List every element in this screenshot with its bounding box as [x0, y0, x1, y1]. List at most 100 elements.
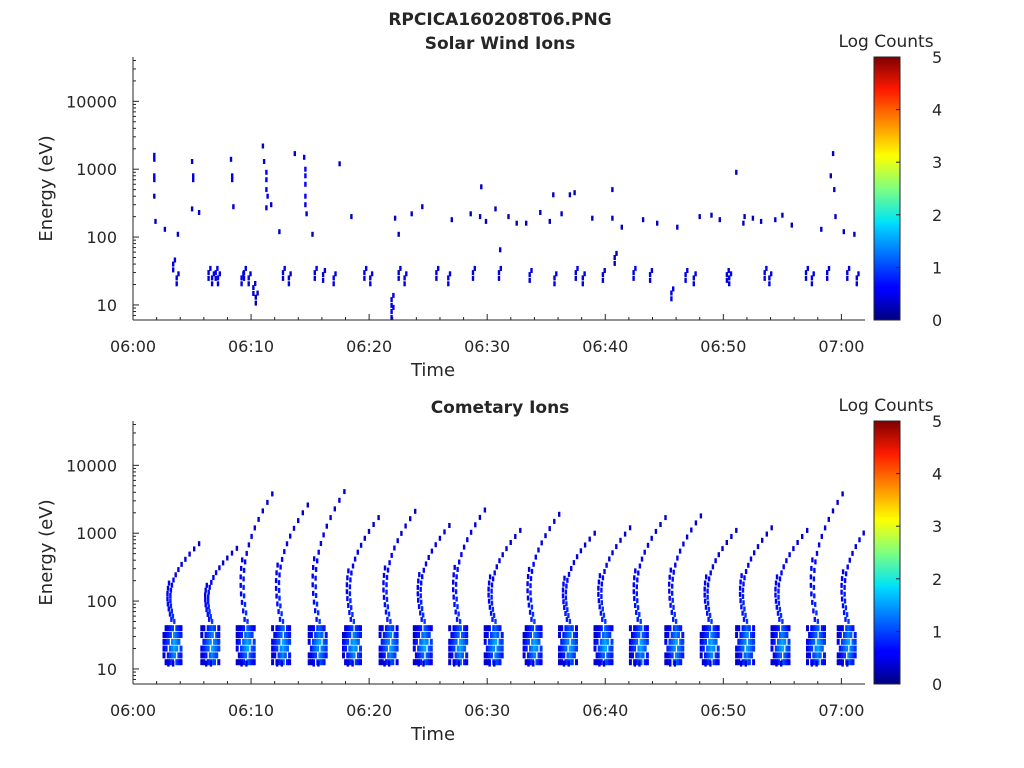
- data-cell: [452, 645, 456, 652]
- data-cell: [312, 645, 315, 652]
- data-cell: [568, 625, 572, 632]
- data-cell: [741, 638, 745, 645]
- data-cell: [287, 281, 291, 287]
- data-cell: [384, 638, 388, 645]
- data-cell: [438, 535, 442, 541]
- data-cell: [247, 281, 250, 287]
- data-cell: [177, 625, 181, 632]
- data-cell: [574, 275, 577, 281]
- data-cell: [283, 265, 286, 271]
- data-cell: [806, 625, 809, 632]
- data-cell: [386, 567, 390, 573]
- data-cell: [639, 638, 643, 645]
- data-cell: [666, 645, 670, 652]
- data-cell: [694, 520, 698, 526]
- data-cell: [628, 659, 632, 666]
- data-cell: [283, 652, 287, 659]
- data-cell: [389, 632, 393, 638]
- data-cell: [841, 491, 844, 497]
- x-tick-label: 06:00: [110, 701, 156, 720]
- data-cell: [346, 660, 350, 667]
- data-cell: [782, 564, 785, 570]
- x-tick-label: 06:40: [582, 337, 628, 356]
- data-cell: [153, 156, 156, 162]
- data-cell: [314, 608, 317, 614]
- data-cell: [427, 632, 431, 638]
- data-cell: [314, 593, 318, 598]
- data-cell: [599, 625, 603, 632]
- data-cell: [641, 652, 645, 659]
- data-cell: [704, 652, 707, 659]
- data-cell: [164, 638, 168, 645]
- data-cell: [283, 549, 286, 555]
- data-cell: [705, 574, 708, 580]
- data-cell: [576, 265, 579, 271]
- data-cell: [514, 534, 517, 539]
- data-cell: [632, 275, 635, 281]
- data-cell: [458, 645, 462, 652]
- data-cell: [421, 574, 424, 580]
- y-tick-label: 10: [97, 660, 117, 679]
- data-cell: [324, 652, 328, 659]
- data-cell: [737, 638, 741, 645]
- spectrogram-data: [162, 489, 865, 667]
- data-cell: [252, 638, 256, 645]
- data-cell: [605, 562, 608, 568]
- data-cell: [242, 567, 246, 573]
- data-cell: [572, 645, 576, 652]
- data-cell: [319, 541, 323, 546]
- data-cell: [252, 291, 255, 296]
- data-cell: [174, 572, 177, 578]
- data-cell: [706, 582, 710, 588]
- data-cell: [190, 206, 194, 212]
- data-cell: [210, 632, 214, 638]
- data-cell: [838, 632, 842, 638]
- data-cell: [745, 632, 749, 638]
- data-cell: [522, 638, 526, 645]
- data-cell: [388, 560, 391, 566]
- data-cell: [246, 618, 249, 624]
- data-cell: [231, 173, 234, 179]
- data-cell: [568, 645, 572, 652]
- data-cell: [814, 632, 818, 638]
- data-cell: [380, 625, 384, 632]
- data-cell: [843, 591, 846, 597]
- data-cell: [244, 632, 248, 638]
- data-cell: [847, 618, 850, 624]
- data-cell: [593, 530, 596, 536]
- data-cell: [207, 270, 210, 276]
- data-cell: [489, 610, 493, 616]
- y-axis-label: Energy (eV): [36, 499, 57, 605]
- data-cell: [836, 638, 840, 645]
- data-cell: [674, 562, 677, 568]
- data-cell: [278, 595, 281, 601]
- data-cell: [166, 596, 169, 602]
- data-cell: [703, 580, 707, 586]
- data-cell: [271, 625, 275, 632]
- data-cell: [613, 255, 616, 260]
- data-cell: [170, 616, 173, 622]
- data-cell: [742, 581, 745, 587]
- data-cell: [712, 638, 716, 645]
- data-cell: [638, 660, 641, 667]
- data-cell: [813, 593, 816, 599]
- data-cell: [422, 612, 425, 618]
- data-cell: [261, 143, 265, 149]
- data-cell: [384, 645, 388, 652]
- data-cell: [244, 265, 247, 271]
- data-cell: [351, 563, 355, 569]
- data-cell: [847, 625, 851, 632]
- data-cell: [743, 214, 746, 220]
- data-cell: [666, 652, 670, 659]
- data-cell: [810, 281, 814, 287]
- data-cell: [246, 632, 250, 638]
- data-cell: [539, 625, 543, 632]
- x-tick-label: 07:00: [818, 701, 864, 720]
- data-cell: [763, 275, 766, 281]
- data-cell: [528, 272, 531, 278]
- data-cell: [770, 271, 773, 277]
- colorbar-tick-label: 0: [932, 311, 942, 330]
- data-cell: [668, 652, 672, 659]
- data-cell: [572, 638, 576, 645]
